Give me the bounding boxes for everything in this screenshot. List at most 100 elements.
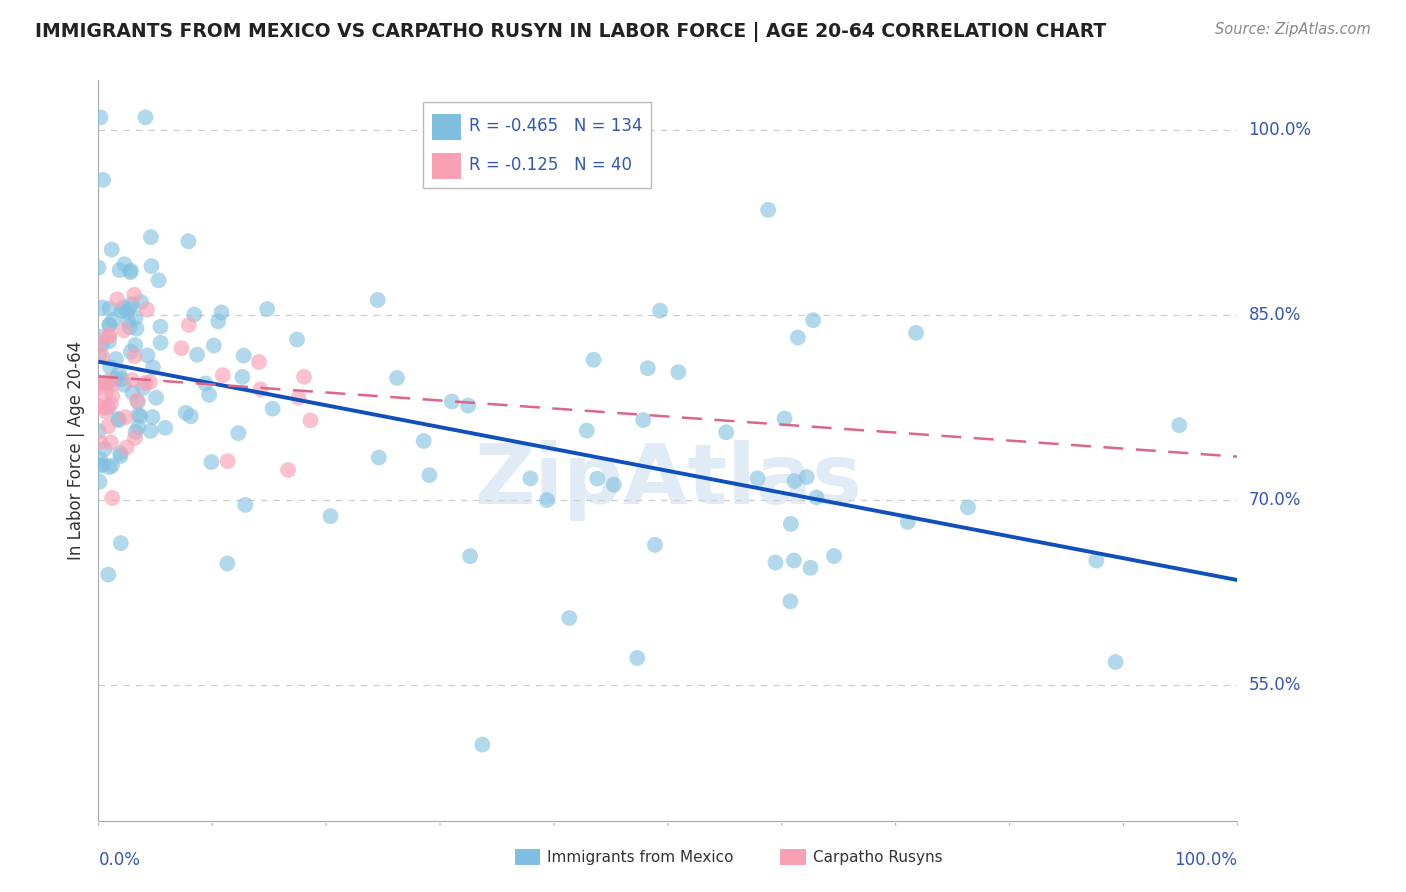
Point bbox=[905, 326, 928, 340]
Point bbox=[139, 375, 162, 389]
Point bbox=[96, 375, 118, 389]
Text: 70.0%: 70.0% bbox=[1249, 491, 1301, 508]
Point bbox=[174, 406, 197, 420]
Point bbox=[319, 509, 342, 524]
Point bbox=[603, 477, 626, 491]
Point bbox=[202, 338, 225, 352]
FancyBboxPatch shape bbox=[432, 153, 461, 178]
Point bbox=[186, 348, 208, 362]
Point bbox=[121, 297, 143, 311]
Point bbox=[89, 435, 111, 450]
Point bbox=[124, 287, 146, 301]
Point bbox=[129, 409, 152, 424]
Point bbox=[287, 391, 309, 405]
Point bbox=[98, 318, 121, 332]
Point bbox=[120, 265, 142, 279]
Y-axis label: In Labor Force | Age 20-64: In Labor Force | Age 20-64 bbox=[66, 341, 84, 560]
Point bbox=[98, 301, 121, 316]
Point bbox=[558, 611, 581, 625]
Point bbox=[115, 441, 138, 455]
Point bbox=[648, 303, 671, 318]
Point bbox=[170, 341, 193, 355]
Point bbox=[110, 446, 132, 460]
Text: R = -0.465   N = 134: R = -0.465 N = 134 bbox=[468, 117, 643, 136]
Point bbox=[582, 352, 605, 367]
Point bbox=[644, 538, 666, 552]
Point bbox=[440, 394, 463, 409]
Point bbox=[786, 330, 808, 344]
Point bbox=[104, 351, 127, 366]
Point bbox=[177, 234, 200, 248]
Point bbox=[823, 549, 845, 563]
Point bbox=[110, 449, 132, 463]
Point bbox=[471, 738, 494, 752]
Point bbox=[108, 263, 131, 277]
Point bbox=[121, 385, 143, 400]
Point bbox=[100, 397, 122, 411]
Point bbox=[127, 420, 149, 434]
Point bbox=[412, 434, 434, 448]
Point bbox=[98, 328, 121, 343]
Point bbox=[139, 230, 162, 244]
FancyBboxPatch shape bbox=[432, 113, 461, 139]
Point bbox=[89, 375, 111, 389]
Point bbox=[101, 491, 124, 505]
Point bbox=[217, 454, 239, 468]
Point bbox=[136, 302, 159, 317]
Point bbox=[277, 463, 299, 477]
Point bbox=[127, 394, 149, 409]
Point bbox=[148, 273, 170, 287]
Point bbox=[783, 474, 806, 488]
Point bbox=[666, 365, 689, 379]
Point bbox=[232, 349, 254, 363]
Point bbox=[177, 318, 200, 332]
Point bbox=[100, 435, 122, 450]
Point bbox=[87, 334, 110, 349]
Point bbox=[799, 561, 821, 575]
Point bbox=[586, 472, 609, 486]
Point bbox=[141, 259, 163, 273]
Point bbox=[198, 388, 221, 402]
Point bbox=[180, 409, 202, 424]
Point bbox=[97, 334, 120, 349]
Point bbox=[89, 349, 111, 363]
Point bbox=[207, 314, 229, 328]
Point bbox=[142, 360, 165, 375]
Point bbox=[97, 401, 120, 415]
Point bbox=[367, 293, 389, 307]
Point bbox=[458, 549, 481, 563]
Point bbox=[117, 302, 139, 317]
Point bbox=[110, 304, 132, 318]
Point bbox=[87, 424, 110, 438]
Point bbox=[89, 458, 111, 473]
Point bbox=[117, 314, 139, 328]
Point bbox=[211, 368, 233, 383]
Point bbox=[1168, 418, 1191, 433]
Point bbox=[124, 425, 146, 439]
Text: 100.0%: 100.0% bbox=[1174, 851, 1237, 869]
Point bbox=[124, 431, 146, 445]
Point bbox=[231, 370, 253, 384]
Point bbox=[94, 401, 117, 415]
Point bbox=[89, 380, 111, 394]
Point bbox=[112, 323, 135, 337]
Point bbox=[110, 536, 132, 550]
Text: ZipAtlas: ZipAtlas bbox=[474, 440, 862, 521]
Point bbox=[125, 321, 148, 335]
Point bbox=[98, 359, 121, 374]
Point bbox=[108, 367, 131, 381]
Point bbox=[897, 515, 920, 529]
Point bbox=[285, 333, 308, 347]
Point bbox=[262, 401, 284, 416]
Point bbox=[115, 305, 138, 319]
Point bbox=[626, 651, 648, 665]
Point bbox=[519, 471, 541, 485]
Point bbox=[249, 382, 271, 396]
Point bbox=[98, 460, 121, 475]
Point bbox=[121, 373, 143, 387]
Point bbox=[155, 421, 177, 435]
Point bbox=[91, 301, 114, 315]
Point bbox=[747, 471, 769, 485]
Point bbox=[105, 293, 128, 307]
Text: 55.0%: 55.0% bbox=[1249, 676, 1301, 694]
